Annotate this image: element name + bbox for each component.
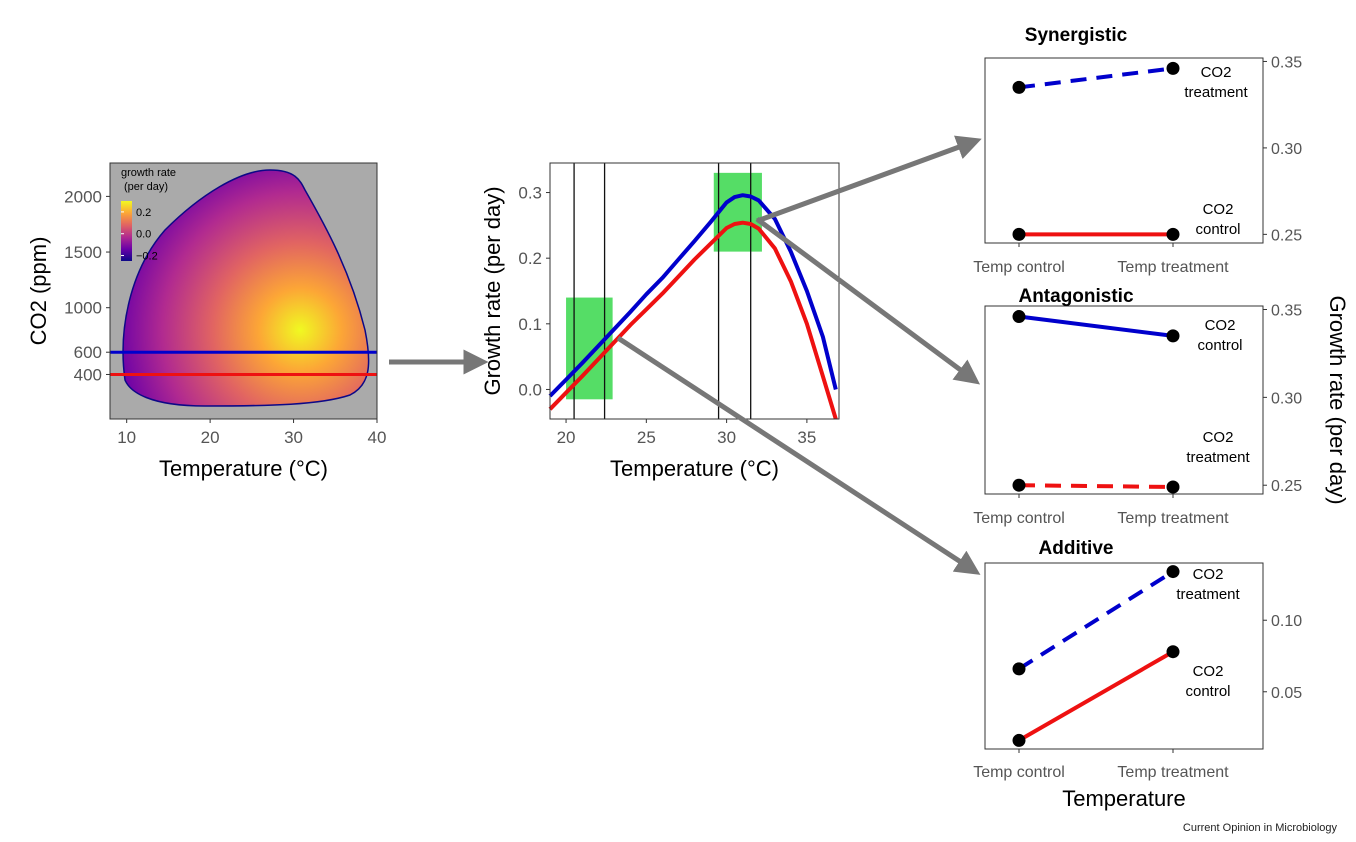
data-point bbox=[1012, 310, 1026, 324]
panel-frame bbox=[984, 57, 1264, 244]
colorbar bbox=[121, 201, 132, 261]
y-tick-label: 0.25 bbox=[1271, 227, 1302, 244]
colorbar-title-line1: growth rate bbox=[121, 167, 176, 179]
series-label-line2: treatment bbox=[1186, 449, 1250, 466]
interaction-panel-additive: Additive CO2 treatment CO2 control 0.05 0.10 Te… bbox=[973, 538, 1302, 811]
y-tick-label: 1000 bbox=[64, 299, 102, 318]
x-tick-label: Temp control bbox=[973, 259, 1065, 276]
data-point bbox=[1012, 662, 1026, 676]
y-tick-label: 600 bbox=[74, 343, 102, 362]
series-label-line2: control bbox=[1197, 337, 1242, 354]
connector-arrow bbox=[755, 216, 981, 385]
panel-title: Additive bbox=[1039, 538, 1114, 559]
solid-series-line bbox=[1018, 649, 1174, 743]
heatmap-frame bbox=[109, 162, 378, 420]
connector-arrow bbox=[616, 335, 981, 575]
series-label-line1: CO2 bbox=[1193, 663, 1224, 680]
colorbar-title-line2: (per day) bbox=[124, 181, 168, 193]
y-axis-title: Growth rate (per day) bbox=[480, 186, 505, 395]
panel-title: Antagonistic bbox=[1018, 286, 1133, 307]
y-axis-title: CO2 (ppm) bbox=[26, 237, 51, 346]
x-tick-label: Temp treatment bbox=[1117, 259, 1229, 276]
series-label-line2: treatment bbox=[1184, 84, 1248, 101]
y-tick-label: 0.25 bbox=[1271, 478, 1302, 495]
connector-arrow bbox=[756, 135, 982, 224]
x-tick-label: 20 bbox=[201, 428, 220, 447]
series-label-line1: CO2 bbox=[1203, 201, 1234, 218]
x-tick-label: 30 bbox=[284, 428, 303, 447]
y-tick-label: 0.2 bbox=[518, 249, 542, 268]
data-point bbox=[1166, 565, 1180, 579]
tpc-curve-red bbox=[548, 220, 838, 420]
y-tick-label: 0.35 bbox=[1271, 54, 1302, 71]
colorbar-tick-label: 0.0 bbox=[136, 229, 151, 241]
y-tick-label: 0.35 bbox=[1271, 303, 1302, 320]
connector-arrows bbox=[389, 135, 982, 575]
x-tick-label: 25 bbox=[637, 428, 656, 447]
x-tick-label: Temp control bbox=[973, 510, 1065, 527]
chart-panels: growth rate (per day) 0.2 0.0 −0.2 10 20 30 40 40… bbox=[26, 25, 1350, 811]
x-tick-label: Temp treatment bbox=[1117, 510, 1229, 527]
y-tick-label: 400 bbox=[74, 365, 102, 384]
data-point bbox=[1012, 80, 1026, 94]
y-tick-label: 0.30 bbox=[1271, 390, 1302, 407]
interaction-panel-synergistic: Synergistic CO2 treatment CO2 control 0.25 0.3… bbox=[973, 25, 1302, 276]
y-tick-label: 0.30 bbox=[1271, 141, 1302, 158]
series-label-line1: CO2 bbox=[1201, 64, 1232, 81]
panel-frame bbox=[984, 562, 1264, 750]
x-tick-label: 20 bbox=[557, 428, 576, 447]
highlight-box bbox=[713, 172, 762, 252]
x-axis-title: Temperature bbox=[1062, 786, 1186, 811]
interaction-panel-antagonistic: Antagonistic CO2 control CO2 treatment 0.25 0.… bbox=[973, 286, 1350, 527]
y-axis-title: Growth rate (per day) bbox=[1325, 295, 1350, 504]
panel-frame bbox=[984, 305, 1264, 495]
x-tick-label: 30 bbox=[717, 428, 736, 447]
x-axis-title: Temperature (°C) bbox=[159, 456, 328, 481]
tpc-frame bbox=[549, 162, 840, 420]
data-point bbox=[1166, 61, 1180, 75]
data-point bbox=[1012, 733, 1026, 747]
heatmap-panel: growth rate (per day) 0.2 0.0 −0.2 10 20 30 40 40… bbox=[26, 162, 387, 481]
y-tick-label: 0.10 bbox=[1271, 613, 1302, 630]
x-tick-label: 35 bbox=[797, 428, 816, 447]
data-point bbox=[1012, 478, 1026, 492]
data-point bbox=[1166, 329, 1180, 343]
y-tick-label: 0.3 bbox=[518, 184, 542, 203]
colorbar-tick-label: 0.2 bbox=[136, 207, 151, 219]
thermal-performance-panel: 20 25 30 35 0.0 0.1 0.2 0.3 Temperature (°C) Grow… bbox=[480, 162, 840, 481]
data-point bbox=[1166, 645, 1180, 659]
series-label-line2: control bbox=[1195, 221, 1240, 238]
x-tick-label: 40 bbox=[368, 428, 387, 447]
y-tick-label: 0.1 bbox=[518, 315, 542, 334]
y-tick-label: 1500 bbox=[64, 243, 102, 262]
series-label-line1: CO2 bbox=[1203, 429, 1234, 446]
series-label-line2: treatment bbox=[1176, 586, 1240, 603]
panel-title: Synergistic bbox=[1025, 25, 1128, 46]
colorbar-tick-label: −0.2 bbox=[136, 251, 158, 263]
data-point bbox=[1012, 227, 1026, 241]
x-tick-label: 10 bbox=[117, 428, 136, 447]
data-point bbox=[1166, 227, 1180, 241]
x-tick-label: Temp treatment bbox=[1117, 764, 1229, 781]
x-tick-label: Temp control bbox=[973, 764, 1065, 781]
y-tick-label: 0.05 bbox=[1271, 685, 1302, 702]
series-label-line2: control bbox=[1185, 683, 1230, 700]
data-point bbox=[1166, 480, 1180, 494]
series-label-line1: CO2 bbox=[1193, 566, 1224, 583]
dashed-series-line bbox=[1017, 569, 1175, 671]
credit-label: Current Opinion in Microbiology bbox=[1183, 822, 1338, 834]
y-tick-label: 0.0 bbox=[518, 380, 542, 399]
x-axis-title: Temperature (°C) bbox=[610, 456, 779, 481]
solid-series-line bbox=[1018, 314, 1174, 338]
y-tick-label: 2000 bbox=[64, 187, 102, 206]
series-label-line1: CO2 bbox=[1205, 317, 1236, 334]
